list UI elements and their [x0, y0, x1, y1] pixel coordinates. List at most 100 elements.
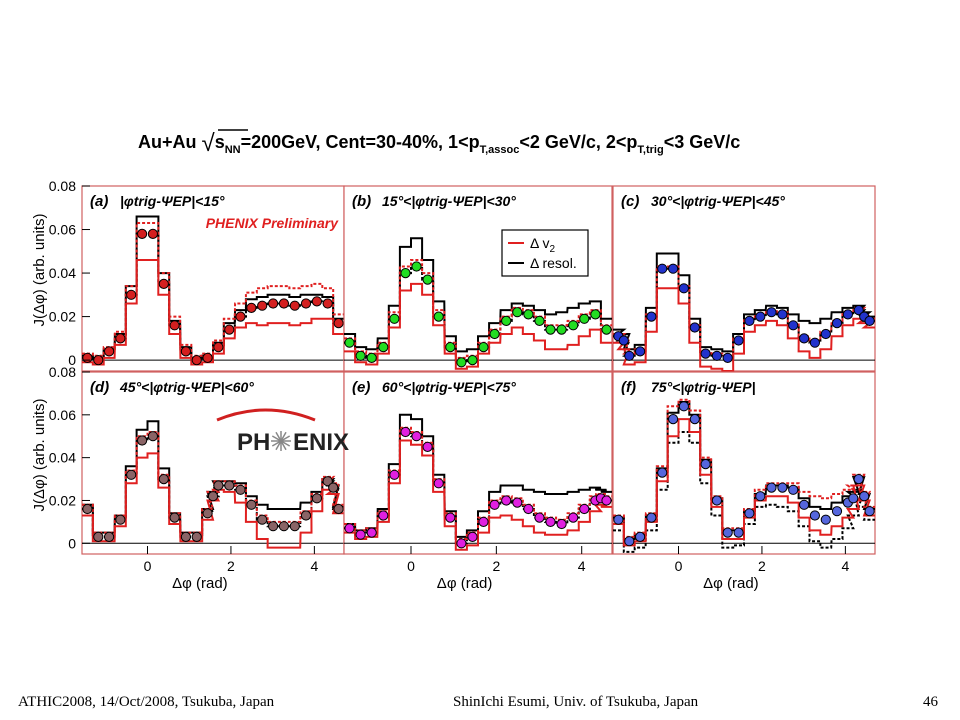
resol-upper-5 [344, 413, 612, 538]
panel-range-6: 75°<|φtrig-ΨEP| [651, 379, 756, 395]
data-point [378, 510, 389, 521]
data-point [278, 298, 289, 309]
data-point [722, 527, 733, 538]
data-point [202, 508, 213, 519]
ytick-label: 0.08 [49, 178, 76, 194]
data-point [115, 514, 126, 525]
data-point [445, 512, 456, 523]
v2-lower-4 [82, 452, 344, 549]
figure: Au+Au √sNN=200GeV, Cent=30-40%, 1<pT,ass… [31, 129, 876, 592]
data-point [224, 480, 235, 491]
data-point [657, 263, 668, 274]
data-point [180, 531, 191, 543]
panel-range-5: 60°<|φtrig-ΨEP|<75° [382, 379, 516, 395]
logo-text-left: PH [237, 429, 270, 456]
data-point [523, 503, 534, 515]
data-point [478, 342, 489, 353]
v2-lower-6 [613, 418, 875, 547]
data-point [300, 510, 312, 521]
data-point [366, 352, 377, 363]
data-point [489, 328, 500, 340]
panel-tag-3: (c) [621, 193, 639, 210]
data-point [311, 493, 322, 504]
data-point [147, 431, 158, 442]
data-point [137, 228, 148, 239]
data-point [788, 484, 799, 495]
logo-star-icon [280, 440, 287, 451]
data-point [635, 531, 646, 543]
data-point [613, 514, 624, 525]
preliminary-label: PHENIX Preliminary [206, 215, 339, 231]
legend-box [501, 229, 589, 277]
ytick-label: 0.06 [49, 222, 76, 238]
data-point [389, 469, 400, 480]
data-point [568, 512, 579, 523]
logo-star-icon [280, 435, 291, 442]
panel-tag-6: (f) [621, 379, 636, 396]
data-point [300, 298, 312, 309]
data-point [333, 318, 344, 329]
v2-lower-3 [613, 287, 875, 372]
data-point [467, 531, 478, 543]
xtick-label: 0 [144, 558, 152, 574]
panels-layer: (a) |φtrig-ΨEP|<15° 0 0.02 0.04 0.06 0.08 (b) 15… [49, 178, 876, 592]
data-point [668, 263, 679, 274]
data-point [456, 538, 467, 549]
data-point [311, 296, 322, 307]
data-point [158, 278, 169, 289]
xtick-label: 2 [227, 558, 235, 574]
data-point [799, 499, 810, 510]
data-point [689, 322, 700, 333]
ytick-label: 0.02 [49, 309, 76, 325]
data-point [556, 518, 567, 530]
data-point [489, 499, 500, 510]
data-point [579, 313, 590, 324]
data-point [456, 357, 467, 368]
data-point [820, 514, 831, 525]
data-point [445, 342, 456, 353]
data-point [467, 355, 478, 366]
data-point [191, 531, 202, 543]
legend-label-v2: Δ v2 [530, 235, 555, 255]
xtick-label: 4 [310, 558, 318, 574]
data-point [788, 320, 799, 331]
logo-star-icon [271, 435, 282, 442]
ytick-label: 0 [68, 352, 76, 368]
data-point [235, 311, 246, 322]
xtick-label: 2 [492, 558, 500, 574]
panel-tag-1: (a) [90, 193, 108, 210]
data-point [366, 527, 377, 538]
v2-lower-2 [344, 282, 612, 370]
legend-label-resol: Δ resol. [530, 255, 577, 271]
data-point [355, 350, 366, 361]
v2-upper-6 [613, 398, 875, 538]
data-point [82, 352, 93, 363]
data-point [777, 309, 788, 320]
ytick-label: 0.08 [49, 364, 76, 380]
data-point [777, 482, 788, 493]
data-point [809, 510, 821, 521]
data-point [191, 355, 202, 366]
ytick-label: 0.04 [49, 265, 76, 281]
data-point [545, 324, 556, 335]
ylabel-bottom: J(Δφ) (arb. units) [31, 398, 48, 511]
data-point [545, 516, 556, 528]
data-point [400, 426, 411, 438]
data-point [355, 529, 366, 540]
logo-star-icon [271, 440, 282, 447]
data-point [328, 482, 339, 493]
data-point [213, 480, 224, 491]
logo-arc-icon [216, 408, 316, 422]
sqrt-icon: √ [202, 130, 216, 157]
data-point [831, 506, 843, 517]
data-point [169, 512, 180, 523]
data-point [678, 401, 690, 412]
data-point [668, 414, 679, 425]
data-point [809, 337, 821, 348]
x-axis-label: Δφ (rad) [172, 575, 228, 592]
data-point [147, 228, 158, 239]
data-point [478, 516, 489, 528]
data-point [842, 309, 854, 320]
resol-lower-1 [82, 232, 344, 362]
footer-author: ShinIchi Esumi, Univ. of Tsukuba, Japan [453, 694, 699, 710]
